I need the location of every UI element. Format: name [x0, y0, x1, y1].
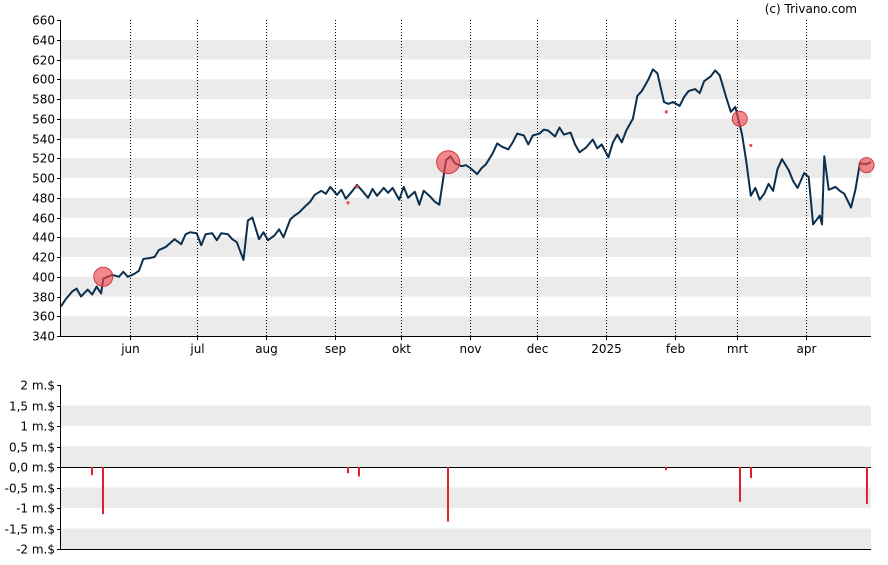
- price-band: [61, 118, 871, 139]
- volume-bar: [91, 467, 93, 476]
- volume-band: [61, 446, 871, 467]
- event-marker: [355, 185, 359, 189]
- x-tick-label: okt: [392, 342, 411, 356]
- y-tick-label: 360: [32, 310, 55, 324]
- y-tick-label: -1 m.$: [16, 502, 55, 516]
- y-tick-label: 580: [32, 93, 55, 107]
- credit-label: (c) Trivano.com: [765, 2, 857, 16]
- x-tick-label: aug: [255, 342, 278, 356]
- x-tick-label: jul: [189, 342, 204, 356]
- event-marker: [346, 201, 350, 205]
- volume-bar: [750, 467, 752, 479]
- volume-bar: [347, 467, 349, 474]
- x-tick-label: mrt: [727, 342, 749, 356]
- price-band: [61, 158, 871, 178]
- x-tick-label: apr: [797, 342, 817, 356]
- event-marker: [749, 143, 753, 148]
- volume-chart-bands: [61, 405, 871, 549]
- volume-bar: [102, 467, 104, 515]
- price-chart-bands: [61, 39, 871, 336]
- y-tick-label: 400: [32, 271, 55, 285]
- price-band: [61, 197, 871, 218]
- y-tick-label: 1 m.$: [20, 420, 55, 434]
- y-tick-label: 600: [32, 73, 55, 87]
- price-band: [61, 316, 871, 336]
- x-tick-label: jun: [120, 342, 140, 356]
- y-tick-label: 540: [32, 133, 55, 147]
- event-marker: [731, 110, 748, 127]
- y-tick-label: 1,5 m.$: [9, 400, 55, 414]
- y-tick-label: 0,0 m.$: [9, 461, 55, 475]
- y-tick-label: 440: [32, 231, 55, 245]
- event-markers: [93, 110, 875, 287]
- volume-bar: [739, 467, 741, 502]
- volume-band: [61, 405, 871, 426]
- y-tick-label: -0,5 m.$: [5, 482, 55, 496]
- volume-band: [61, 487, 871, 508]
- x-tick-label: feb: [666, 342, 685, 356]
- x-tick-label: 2025: [591, 342, 622, 356]
- y-tick-label: 2 m.$: [20, 379, 55, 393]
- price-band: [61, 79, 871, 99]
- price-line: [60, 68, 872, 307]
- y-tick-label: 460: [32, 212, 55, 226]
- y-tick-label: 420: [32, 251, 55, 265]
- event-marker: [858, 157, 875, 174]
- price-y-axis-ticks: 340 360 380 400 420 440 460 480 500 520 540 560 580 6…: [32, 14, 61, 344]
- event-marker: [664, 110, 668, 114]
- y-tick-label: 500: [32, 172, 55, 186]
- price-chart-panel: 340 360 380 400 420 440 460 480 500 520 540 560 580 6…: [32, 14, 875, 356]
- y-tick-label: 0,5 m.$: [9, 441, 55, 455]
- price-band: [61, 237, 871, 257]
- y-tick-label: 340: [32, 330, 55, 344]
- volume-bars: [91, 467, 868, 522]
- volume-bar: [447, 467, 449, 522]
- volume-bar: [866, 467, 868, 504]
- y-tick-label: 620: [32, 54, 55, 68]
- y-tick-label: 520: [32, 152, 55, 166]
- x-tick-label: dec: [527, 342, 549, 356]
- x-tick-label: sep: [325, 342, 346, 356]
- volume-bar: [358, 467, 360, 477]
- volume-bar: [665, 467, 667, 471]
- y-tick-label: 380: [32, 291, 55, 305]
- x-tick-label: nov: [459, 342, 481, 356]
- volume-chart-panel: 2 m.$ 1,5 m.$ 1 m.$ 0,5 m.$ 0,0 m.$ -0,5 m.$ -…: [5, 379, 871, 557]
- y-tick-label: 640: [32, 34, 55, 48]
- event-marker: [93, 266, 114, 287]
- y-tick-label: -2 m.$: [16, 543, 55, 557]
- y-tick-label: -1,5 m.$: [5, 523, 55, 537]
- y-tick-label: 480: [32, 192, 55, 206]
- price-series: [60, 68, 872, 307]
- volume-y-axis-ticks: 2 m.$ 1,5 m.$ 1 m.$ 0,5 m.$ 0,0 m.$ -0,5 m.$ -…: [5, 379, 61, 557]
- price-band: [61, 39, 871, 60]
- price-x-axis-ticks: jun jul aug sep okt nov dec 2025 feb mrt apr: [120, 336, 817, 356]
- event-marker: [436, 150, 461, 175]
- y-tick-label: 660: [32, 14, 55, 28]
- y-tick-label: 560: [32, 113, 55, 127]
- volume-band: [61, 528, 871, 549]
- price-band: [61, 276, 871, 297]
